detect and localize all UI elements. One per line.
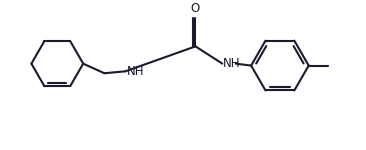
Text: NH: NH: [126, 65, 144, 78]
Text: NH: NH: [223, 57, 241, 70]
Text: O: O: [191, 2, 200, 15]
